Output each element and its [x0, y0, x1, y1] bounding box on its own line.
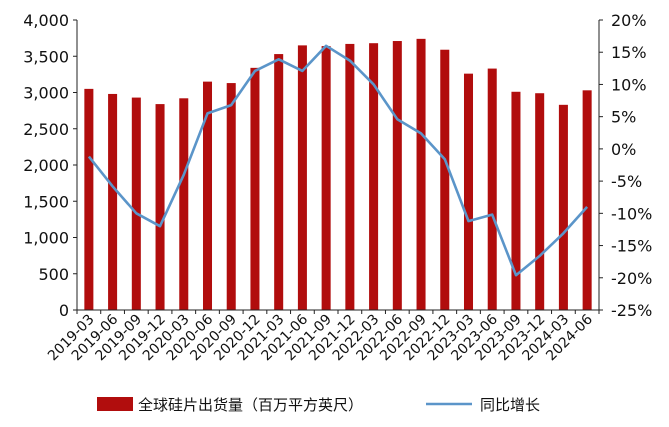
bar [392, 41, 402, 311]
bar [369, 43, 379, 310]
bar [440, 49, 450, 310]
left-y-axis: 0 500 1,000 1,500 2,000 2,500 3,000 3,500 4,000 [23, 11, 78, 320]
bar [416, 38, 426, 310]
bar [108, 93, 118, 310]
bar-series [84, 38, 592, 311]
bar [202, 81, 213, 310]
bar [226, 83, 236, 310]
left-tick-label: 1,000 [23, 229, 69, 248]
bar [84, 88, 94, 310]
bar [558, 104, 568, 310]
legend-bar-swatch [97, 397, 133, 411]
right-tick-label: 10% [611, 75, 647, 94]
bar [345, 43, 355, 311]
left-tick-label: 0 [59, 301, 69, 320]
bar [535, 93, 545, 310]
right-tick-label: -25% [611, 301, 652, 320]
bar [250, 67, 260, 310]
legend-bar-label: 全球硅片出货量（百万平方英尺） [138, 396, 363, 414]
x-axis: 2019-032019-062019-092019-122020-032020-… [45, 309, 600, 364]
left-tick-label: 2,500 [23, 120, 69, 139]
bar [131, 97, 141, 310]
right-tick-label: -5% [611, 172, 642, 191]
right-tick-label: -20% [611, 269, 652, 288]
bar [487, 68, 497, 310]
left-tick-label: 3,000 [23, 84, 69, 103]
bar [511, 91, 521, 311]
right-tick-label: 20% [611, 11, 647, 30]
right-tick-label: 15% [611, 43, 647, 62]
left-tick-label: 3,500 [23, 47, 69, 66]
bar [463, 73, 474, 311]
right-tick-label: -10% [611, 204, 652, 223]
legend-line-label: 同比增长 [480, 396, 540, 414]
bar [274, 54, 284, 311]
left-tick-label: 500 [38, 265, 69, 284]
growth-line [87, 44, 589, 277]
left-tick-label: 1,500 [23, 192, 69, 211]
bar [582, 90, 592, 310]
bar [179, 98, 189, 310]
line-series [87, 44, 589, 277]
right-y-axis: -25% -20% -15% -10% -5% 0% 5% 10% 15% 20% [598, 11, 652, 320]
bar [321, 46, 331, 310]
legend: 全球硅片出货量（百万平方英尺） 同比增长 [97, 396, 540, 414]
right-tick-label: 0% [611, 140, 636, 159]
right-tick-label: -15% [611, 237, 652, 256]
bar [297, 45, 307, 310]
left-tick-label: 4,000 [23, 11, 69, 30]
bar [155, 104, 165, 310]
right-tick-label: 5% [611, 108, 636, 127]
left-tick-label: 2,000 [23, 156, 69, 175]
